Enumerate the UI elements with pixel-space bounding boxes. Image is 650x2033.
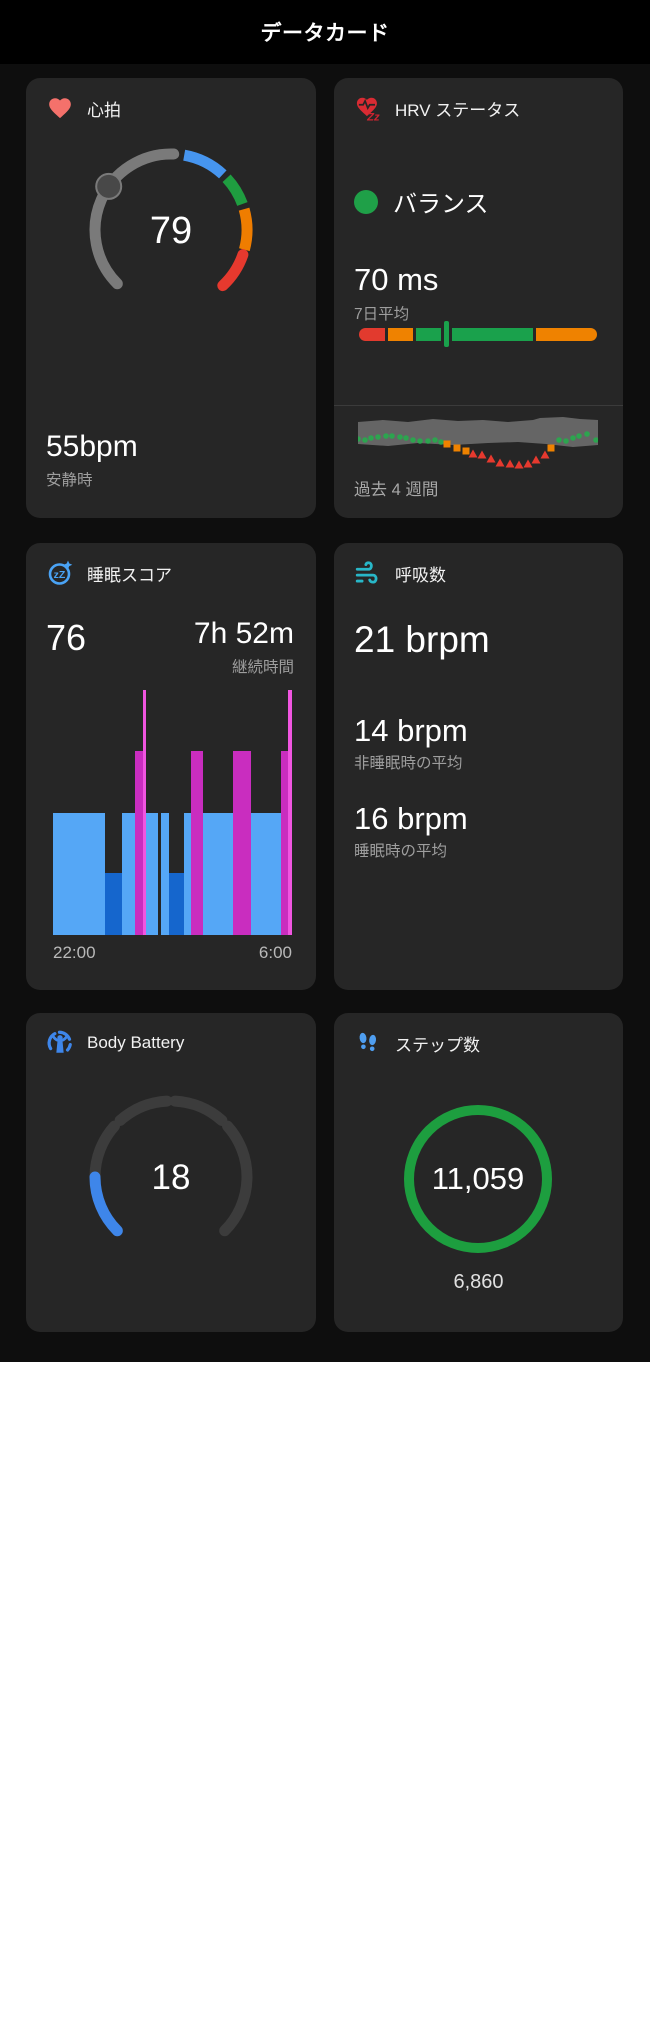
respiration-waking-value: 14 brpm [354, 713, 468, 748]
hrv-range-bar [359, 321, 597, 347]
resting-hr-value: 55bpm [46, 430, 138, 463]
respiration-wind-icon [354, 559, 382, 587]
sleep-score-icon: zZ [46, 559, 74, 587]
svg-text:zZ: zZ [54, 569, 66, 581]
heart-icon [46, 94, 74, 122]
hrv-range-bar-segment [359, 327, 385, 341]
hrv-range-bar-segment [536, 327, 597, 341]
hrv-range-bar-segment [388, 327, 413, 341]
hrv-heart-sleep-icon: Zz [354, 94, 382, 122]
hrv-status-card[interactable]: Zz HRV ステータス バランス 70 ms 7日平均 過去 4 週間 [334, 78, 623, 518]
heart-rate-title: 心拍 [87, 100, 121, 120]
steps-goal-value: 6,860 [453, 1271, 504, 1293]
hrv-status-label: バランス [393, 191, 489, 218]
sleep-axis-start: 22:00 [53, 943, 96, 962]
hrv-card-header: Zz HRV ステータス [354, 94, 520, 122]
sleep-stages-chart [53, 690, 292, 935]
respiration-current-value: 21 brpm [354, 619, 490, 660]
sleep-score-card[interactable]: zZ 睡眠スコア 76 7h 52m 継続時間 22:00 6:00 [26, 543, 316, 990]
hrv-value: 70 ms [354, 262, 439, 297]
steps-value: 11,059 [432, 1161, 525, 1196]
body-battery-title: Body Battery [87, 1033, 185, 1052]
body-battery-gauge: 18 [89, 1095, 253, 1237]
body-battery-icon [46, 1029, 74, 1057]
respiration-card[interactable]: 呼吸数 21 brpm 14 brpm 非睡眠時の平均 16 brpm 睡眠時の… [334, 543, 623, 990]
sleep-score-value: 76 [46, 617, 87, 658]
hrv-value-label: 7日平均 [354, 306, 410, 323]
sleep-duration-block: 7h 52m 継続時間 [194, 617, 294, 677]
respiration-title: 呼吸数 [395, 565, 446, 585]
sleep-duration-value: 7h 52m [193, 617, 294, 650]
heart-rate-gauge: 79 [89, 148, 253, 292]
hrv-4-week-trend-chart [358, 417, 598, 469]
hrv-range-bar-segment [416, 327, 441, 341]
heart-rate-card-header: 心拍 [46, 94, 121, 122]
sleep-duration-label: 継続時間 [231, 659, 294, 676]
body-battery-card[interactable]: Body Battery 18 [26, 1013, 316, 1332]
respiration-sleeping-label: 睡眠時の平均 [354, 843, 448, 860]
steps-card[interactable]: ステップ数 11,059 6,860 [334, 1013, 623, 1332]
hrv-title: HRV ステータス [395, 100, 521, 120]
respiration-sleeping-value: 16 brpm [354, 801, 468, 836]
heart-rate-card[interactable]: 心拍 79 55bpm 安静時 [26, 78, 316, 518]
garmin-data-cards-screen: データカード 心拍 79 55bpm 安静時 Zz HRV ステータス [0, 0, 650, 1362]
hrv-divider [334, 405, 623, 406]
steps-title: ステップ数 [395, 1035, 480, 1055]
hrv-status-row: バランス [354, 184, 489, 219]
sleep-title: 睡眠スコア [87, 565, 172, 585]
sleep-card-header: zZ 睡眠スコア [46, 559, 172, 587]
hrv-status-dot [354, 189, 378, 214]
sleep-axis-end: 6:00 [258, 943, 292, 962]
footsteps-icon [354, 1029, 382, 1057]
hrv-trend-caption: 過去 4 週間 [354, 481, 439, 499]
body-battery-value: 18 [152, 1158, 191, 1197]
hrv-range-bar-segment [444, 321, 449, 347]
respiration-waking-label: 非睡眠時の平均 [354, 755, 463, 772]
respiration-card-header: 呼吸数 [354, 559, 446, 587]
page-title: データカード [260, 22, 390, 45]
page-header: データカード [0, 0, 650, 64]
steps-ring: 11,059 [404, 1105, 552, 1253]
heart-rate-value: 79 [150, 210, 192, 252]
svg-text:Zz: Zz [366, 111, 380, 122]
hrv-range-bar-segment [452, 327, 533, 341]
resting-hr-label: 安静時 [46, 472, 93, 489]
sleep-chart-axis: 22:00 6:00 [53, 943, 292, 963]
steps-card-header: ステップ数 [354, 1029, 480, 1057]
body-battery-card-header: Body Battery [46, 1029, 184, 1057]
